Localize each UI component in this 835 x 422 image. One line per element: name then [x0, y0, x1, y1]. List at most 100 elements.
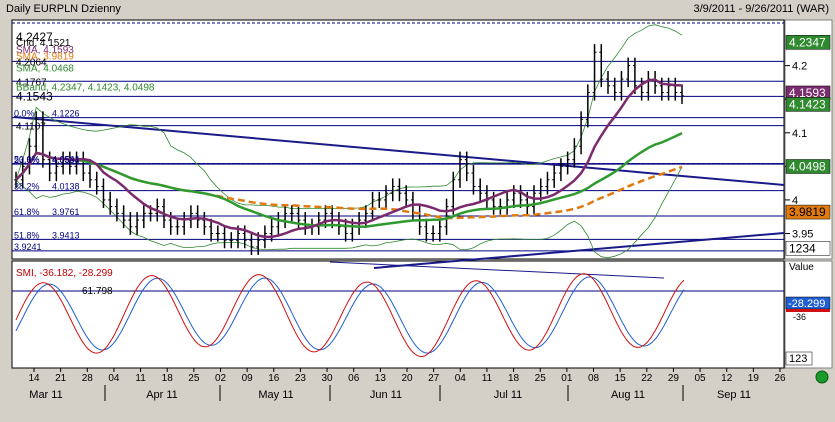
value-box-label: 4.2347: [789, 35, 826, 49]
day-tick-label: 27: [428, 373, 440, 384]
day-tick-label: 18: [508, 373, 520, 384]
day-tick-label: 28: [82, 373, 94, 384]
chart-title: Daily EURPLN Dzienny: [6, 3, 121, 15]
day-tick-label: 25: [188, 373, 200, 384]
osc-axis-box: [785, 351, 813, 366]
date-range: 3/9/2011 - 9/26/2011 (WAR): [693, 3, 829, 15]
bband-lower: [15, 166, 683, 259]
price-panel: [11, 19, 785, 260]
osc-axis-title: Value: [789, 262, 814, 273]
fib-level-label: 61.8%: [14, 207, 40, 217]
day-tick-label: 30: [322, 373, 334, 384]
day-tick-label: 01: [561, 373, 573, 384]
day-tick-label: 26: [774, 373, 786, 384]
month-label: Jul 11: [494, 389, 523, 401]
value-box-label: 4.0498: [789, 159, 826, 173]
legend-entry: 4.1543: [16, 89, 53, 103]
smi-signal-line: [15, 276, 685, 354]
day-tick-label: 13: [375, 373, 387, 384]
legend-entry: SMA, 3.9819: [16, 52, 74, 63]
resistance-trendline: [13, 116, 785, 186]
fib-value-label: 3.9413: [52, 230, 80, 240]
month-label: Apr 11: [146, 389, 178, 401]
legend-entry: Cnd, 4.1521: [16, 38, 71, 49]
moving-averages: [15, 78, 683, 239]
price-tick-label: 3.95: [792, 229, 813, 241]
fib-level-label: 0.0%: [14, 109, 35, 119]
legend-entry: SMA, 4.0468: [16, 64, 74, 75]
legend-entry: 4.2427: [16, 30, 53, 44]
time-axis: 14 21 28 04 11 18 25 02 09 16 23 30 06 13 20 27 04 11 18 25…: [28, 368, 786, 401]
status-indicator-icon[interactable]: [815, 370, 829, 384]
osc-value-label: -36: [793, 312, 806, 322]
day-tick-label: 11: [482, 373, 493, 384]
value-box: [785, 97, 831, 112]
fib-value-label: 4.0541: [52, 155, 80, 165]
fibonacci-labels: 0.0% 4.1226 50.0% 4.0541 23.6% 4.0534 38.2% 4.0…: [14, 109, 80, 252]
trend-lines: [13, 116, 785, 269]
value-box-label: 4.1593: [789, 86, 826, 100]
month-label: Aug 11: [611, 389, 645, 401]
osc-value-boxes: -28.299 -36 123: [785, 296, 831, 366]
sma-orange-line: [15, 151, 683, 220]
smi-oscillator: [12, 261, 784, 358]
day-tick-label: 12: [721, 373, 733, 384]
legend-entry: 4.1107: [16, 122, 46, 133]
price-tick-label: 4.2: [792, 61, 807, 73]
day-tick-label: 22: [641, 373, 653, 384]
smi-level-label: 61.798: [82, 286, 113, 297]
day-tick-label: 05: [695, 373, 707, 384]
fib-value-label: 4.0534: [52, 155, 80, 165]
value-box-label: 1234: [789, 241, 816, 255]
day-tick-label: 19: [748, 373, 760, 384]
day-tick-label: 04: [455, 373, 467, 384]
fib-level-label: 50.0%: [14, 155, 40, 165]
support-trendline: [373, 232, 785, 269]
smi-main-line: [15, 273, 685, 358]
day-tick-label: 20: [401, 373, 413, 384]
value-box: [785, 159, 831, 174]
smi-label: SMI, -36.182, -28.299: [16, 268, 113, 279]
fib-value-label: 4.1226: [52, 109, 80, 119]
sma-purple-line: [15, 78, 683, 239]
month-label: Mar 11: [29, 389, 62, 401]
day-tick-label: 29: [668, 373, 680, 384]
day-tick-label: 23: [295, 373, 307, 384]
sma-green-line: [15, 131, 683, 229]
legend-entry: BBand, 4.2347, 4.1423, 4.0498: [16, 82, 155, 93]
day-tick-label: 04: [108, 373, 120, 384]
price-tick-label: 4: [792, 195, 798, 207]
legend-entry: SMA, 4.1593: [16, 45, 74, 56]
fib-value-label: 3.9761: [52, 207, 80, 217]
fib-level-label: 23.6%: [14, 155, 40, 165]
month-label: May 11: [258, 389, 293, 401]
osc-axis-box-label: 123: [789, 353, 807, 365]
price-tick-label: 4.1: [792, 128, 807, 140]
day-tick-label: 16: [268, 373, 280, 384]
smi-trendline: [329, 261, 665, 279]
month-label: Sep 11: [717, 389, 751, 401]
value-box: [785, 35, 831, 50]
day-tick-label: 06: [348, 373, 360, 384]
day-tick-label: 02: [215, 373, 227, 384]
value-box-label: 3.9819: [789, 205, 826, 219]
day-tick-label: 15: [615, 373, 627, 384]
day-tick-label: 08: [588, 373, 600, 384]
osc-value-label: -28.299: [788, 298, 825, 310]
osc-axis-panel: [784, 260, 833, 369]
day-tick-label: 14: [28, 373, 40, 384]
value-box: [785, 241, 831, 256]
day-tick-label: 09: [242, 373, 254, 384]
legend-entry: 4.2064: [16, 57, 47, 68]
fib-level-label: 38.2%: [14, 182, 40, 192]
legend-entry: 4.1767: [16, 77, 47, 88]
day-tick-label: 25: [535, 373, 547, 384]
day-tick-label: 21: [55, 373, 67, 384]
value-box: [785, 204, 831, 220]
fib-value-label: 3.9241: [14, 242, 42, 252]
fib-value-label: 4.0138: [52, 182, 80, 192]
day-tick-label: 11: [135, 373, 146, 384]
